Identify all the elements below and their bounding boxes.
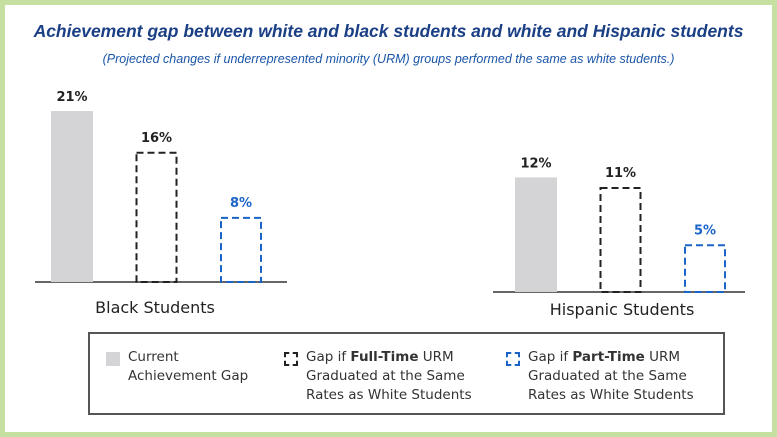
- bar: [684, 244, 726, 293]
- bar: [135, 151, 178, 283]
- legend-text: Rates as White Students: [528, 387, 694, 403]
- legend-item-part-time: Gap if Part-Time URM Graduated at the Sa…: [506, 348, 694, 405]
- legend-text: Current: [128, 349, 179, 365]
- chart-title: Achievement gap between white and black …: [33, 21, 744, 41]
- legend-text: Gap if: [528, 349, 573, 365]
- legend-swatch-solid: [106, 352, 120, 366]
- bar: [599, 186, 642, 293]
- legend-text: Graduated at the Same: [306, 368, 465, 384]
- legend-text: URM: [418, 349, 454, 365]
- data-label: 21%: [56, 90, 87, 105]
- legend-text-bold: Full-Time: [350, 349, 419, 365]
- chart-subtitle: (Projected changes if underrepresented m…: [102, 52, 675, 66]
- data-label: 5%: [694, 223, 716, 238]
- data-label: 12%: [520, 156, 551, 171]
- legend-text: Achievement Gap: [128, 368, 249, 384]
- legend-text: Graduated at the Same: [528, 368, 687, 384]
- data-label: 16%: [141, 131, 172, 146]
- category-label-hispanic: Hispanic Students: [549, 300, 695, 319]
- legend-item-full-time: Gap if Full-Time URM Graduated at the Sa…: [284, 348, 472, 405]
- legend-item-current: Current Achievement Gap: [106, 348, 249, 386]
- legend-swatch-dashed-black: [284, 352, 298, 366]
- legend-text: Rates as White Students: [306, 387, 472, 403]
- bar: [515, 177, 557, 292]
- bar: [51, 111, 93, 282]
- legend-text-bold: Part-Time: [572, 349, 645, 365]
- data-label: 11%: [605, 166, 636, 181]
- category-label-black: Black Students: [95, 298, 215, 317]
- legend-swatch-dashed-blue: [506, 352, 520, 366]
- data-label: 8%: [230, 196, 252, 211]
- legend-text: URM: [644, 349, 681, 365]
- legend: Current Achievement Gap Gap if Full-Time…: [88, 332, 725, 415]
- bar: [220, 216, 262, 284]
- legend-text: Gap if: [306, 349, 351, 365]
